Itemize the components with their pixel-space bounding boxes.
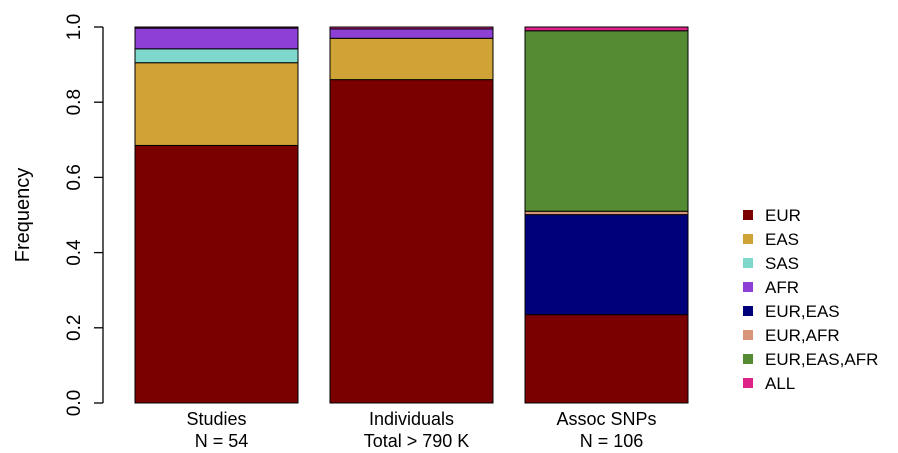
y-tick-label: 0.6 xyxy=(64,164,85,190)
legend-swatch-sas xyxy=(743,258,753,268)
y-axis: 0.0 0.2 0.4 0.6 0.8 1.0 xyxy=(64,14,104,416)
legend-swatch-eur-afr xyxy=(743,330,753,340)
bar-segment-eas-0 xyxy=(134,62,299,146)
y-tick-label: 1.0 xyxy=(64,14,85,40)
bar-segment-eas-1 xyxy=(329,37,494,81)
y-tick-label: 0.4 xyxy=(64,239,85,266)
bars xyxy=(134,26,689,404)
bar-segment-eur-eas-2 xyxy=(524,214,689,316)
category-sublabel: N = 106 xyxy=(580,431,644,451)
bar-segment-eur-eas-afr-2 xyxy=(524,30,689,212)
bar-segment-all-1 xyxy=(329,26,494,30)
bar-segment-all-2 xyxy=(524,26,689,32)
y-axis-title: Frequency xyxy=(12,168,34,263)
category-label: Assoc SNPs xyxy=(556,409,656,429)
bar-segment-eur-2 xyxy=(524,314,689,404)
legend-swatch-eas xyxy=(743,234,753,244)
bar-segment-eur-0 xyxy=(134,144,299,404)
legend-label: EUR xyxy=(765,206,801,225)
legend-swatch-eur-eas xyxy=(743,306,753,316)
y-tick-label: 0.0 xyxy=(64,390,85,416)
legend-swatch-eur xyxy=(743,210,753,220)
y-tick-label: 0.8 xyxy=(64,89,85,115)
category-label: Studies xyxy=(186,409,246,429)
bar-segment-all-0 xyxy=(134,26,299,29)
legend-label: SAS xyxy=(765,254,799,273)
legend-label: EUR,AFR xyxy=(765,326,840,345)
legend-swatch-all xyxy=(743,378,753,388)
category-sublabel: Total > 790 K xyxy=(364,431,470,451)
legend-swatch-afr xyxy=(743,282,753,292)
legend-swatch-eur-eas-afr xyxy=(743,354,753,364)
legend-label: EUR,EAS,AFR xyxy=(765,350,878,369)
legend: EUR EAS SAS AFR EUR,EAS EUR,AFR EUR,EAS,AFR ALL xyxy=(743,206,878,393)
category-sublabel: N = 54 xyxy=(195,431,249,451)
bar-segment-afr-0 xyxy=(134,27,299,50)
legend-label: ALL xyxy=(765,374,795,393)
bar-segment-eur-afr-2 xyxy=(524,210,689,216)
legend-label: EUR,EAS xyxy=(765,302,840,321)
legend-label: AFR xyxy=(765,278,799,297)
category-label: Individuals xyxy=(369,409,454,429)
bar-segment-afr-1 xyxy=(329,28,494,39)
bar-segment-eur-1 xyxy=(329,79,494,404)
legend-label: EAS xyxy=(765,230,799,249)
y-tick-label: 0.2 xyxy=(64,315,85,341)
bar-segment-sas-0 xyxy=(134,48,299,64)
